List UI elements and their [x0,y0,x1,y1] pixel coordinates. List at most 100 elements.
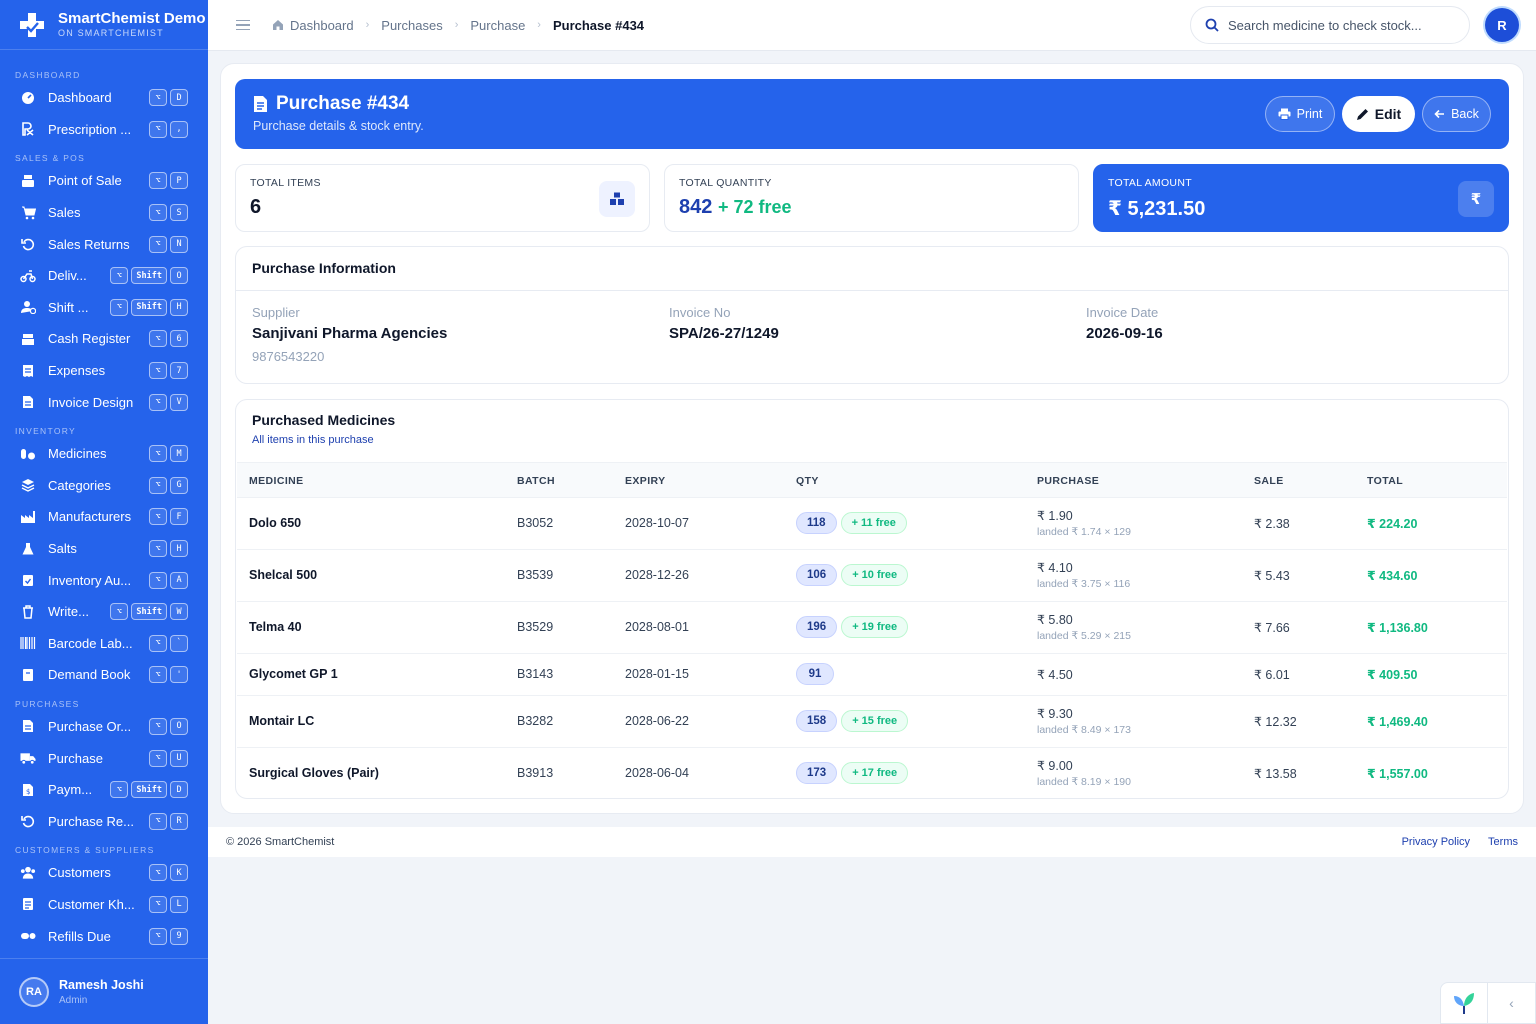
sidebar-item-point-of-sale[interactable]: Point of Sale ⌥ P [0,165,208,197]
sidebar-item-expenses[interactable]: Expenses ⌥ 7 [0,355,208,387]
back-button[interactable]: Back [1422,96,1491,132]
supplier-phone: 9876543220 [252,349,325,364]
expiry-date: 2028-06-22 [625,714,689,728]
flask-icon [20,541,36,557]
sidebar-item-paym[interactable]: $ Paym... ⌥ Shift D [0,774,208,806]
quantity-badge: 118 [796,512,837,534]
shortcut-key: Shift [131,603,167,621]
menu-toggle-icon[interactable] [236,19,250,31]
return-icon [20,236,36,252]
medicine-name: Surgical Gloves (Pair) [249,766,379,780]
privacy-policy-link[interactable]: Privacy Policy [1401,836,1471,848]
column-header-sale: SALE [1254,475,1284,487]
stat-total-quantity: TOTAL QUANTITY 842 + 72 free [664,164,1079,232]
shortcut-key: ⌥ [149,120,167,138]
table-row[interactable]: Glycomet GP 1 B3143 2028-01-15 91 ₹ 4.50… [237,654,1507,696]
sidebar-item-customer-kh[interactable]: Customer Kh... ⌥ L [0,889,208,921]
brand[interactable]: SmartChemist Demo ON SMARTCHEMIST [0,0,208,50]
sidebar-item-purchase-or[interactable]: Purchase Or... ⌥ O [0,711,208,743]
edit-button[interactable]: Edit [1342,96,1415,132]
search-icon [1205,18,1219,32]
shortcut-key: , [170,120,188,138]
row-total: ₹ 1,557.00 [1367,767,1428,781]
free-quantity-badge: + 19 free [841,616,909,638]
breadcrumb-purchase[interactable]: Purchase [470,17,526,33]
sidebar-item-manufacturers[interactable]: Manufacturers ⌥ F [0,501,208,533]
table-row[interactable]: Shelcal 500 B3539 2028-12-26 106 + 10 fr… [237,550,1507,602]
user-name: Ramesh Joshi [59,977,144,992]
shortcut-key: ⌥ [149,634,167,652]
sidebar-item-dashboard[interactable]: Dashboard ⌥ D [0,82,208,114]
sidebar-item-purchase[interactable]: Purchase ⌥ U [0,742,208,774]
search-input[interactable]: Search medicine to check stock... [1190,6,1470,44]
breadcrumb-dashboard[interactable]: Dashboard [272,18,354,33]
brand-subtitle: ON SMARTCHEMIST [58,28,164,38]
sidebar-item-invoice-design[interactable]: Invoice Design ⌥ V [0,386,208,418]
supplier-info: Supplier Sanjivani Pharma Agencies 98765… [252,305,447,364]
sidebar-item-label: Purchase Or... [48,718,132,734]
table-row[interactable]: Telma 40 B3529 2028-08-01 196 + 19 free … [237,602,1507,654]
sale-price: ₹ 2.38 [1254,517,1290,531]
batch-number: B3143 [517,667,554,681]
expiry-date: 2028-10-07 [625,516,689,530]
shortcut-key: S [170,204,188,222]
keyboard-shortcut: ⌥ Shift D [110,781,188,799]
keyboard-shortcut: ⌥ Shift W [110,603,188,621]
sidebar-item-write[interactable]: Write... ⌥ Shift W [0,596,208,628]
shortcut-key: G [170,476,188,494]
sidebar-item-refills-due[interactable]: Refills Due ⌥ 9 [0,920,208,952]
keyboard-shortcut: ⌥ 9 [149,927,188,945]
sidebar-item-label: Salts [48,541,77,557]
purchase-cell: ₹ 4.10 landed ₹ 3.75 × 116 [1037,560,1130,590]
rupee-icon: ₹ [1458,181,1494,217]
purchased-medicines-panel: Purchased Medicines All items in this pu… [235,399,1509,799]
table-row[interactable]: Surgical Gloves (Pair) B3913 2028-06-04 … [237,748,1507,798]
print-button[interactable]: Print [1265,96,1335,132]
table-row[interactable]: Dolo 650 B3052 2028-10-07 118 + 11 free … [237,498,1507,550]
shortcut-key: ⌥ [149,895,167,913]
keyboard-shortcut: ⌥ P [149,172,188,190]
shortcut-key: ' [170,666,188,684]
column-header-expiry: EXPIRY [625,475,666,487]
sidebar-item-salts[interactable]: Salts ⌥ H [0,533,208,565]
sidebar-item-sales-returns[interactable]: Sales Returns ⌥ N [0,228,208,260]
quantity-badge: 173 [796,762,838,784]
sidebar-item-deliv[interactable]: Deliv... ⌥ Shift O [0,260,208,292]
sidebar-item-medicines[interactable]: Medicines ⌥ M [0,438,208,470]
sidebar-item-categories[interactable]: Categories ⌥ G [0,470,208,502]
sidebar-item-shift[interactable]: Shift ... ⌥ Shift H [0,292,208,324]
purchase-cell: ₹ 5.80 landed ₹ 5.29 × 215 [1037,612,1131,642]
row-total: ₹ 1,136.80 [1367,621,1428,635]
sidebar-item-barcode-lab[interactable]: Barcode Lab... ⌥ ` [0,628,208,660]
sidebar-item-cash-register[interactable]: Cash Register ⌥ 6 [0,323,208,355]
supplier-label: Supplier [252,305,300,320]
sidebar-item-demand-book[interactable]: Demand Book ⌥ ' [0,659,208,691]
quantity-badge: 196 [796,616,838,638]
shortcut-key: ⌥ [149,362,167,380]
user-avatar[interactable]: R [1485,8,1519,42]
printer-icon [1278,108,1291,120]
shortcut-key: W [170,603,188,621]
sidebar-user[interactable]: RA Ramesh Joshi Admin [0,958,208,1024]
free-quantity-badge: + 11 free [840,512,907,534]
bike-icon [20,268,36,284]
floating-widget[interactable]: ‹ [1440,982,1536,1024]
sidebar-item-prescription[interactable]: Prescription ... ⌥, [0,114,208,146]
sale-price: ₹ 6.01 [1254,668,1290,682]
chevron-left-icon[interactable]: ‹ [1509,995,1514,1011]
keyboard-shortcut: ⌥ 6 [149,330,188,348]
breadcrumb-purchases[interactable]: Purchases [381,17,443,33]
sidebar-item-sales[interactable]: Sales ⌥ S [0,197,208,229]
sidebar-item-label: Sales [48,205,81,221]
column-header-batch: BATCH [517,475,555,487]
table-row[interactable]: Montair LC B3282 2028-06-22 158 + 15 fre… [237,696,1507,748]
terms-link[interactable]: Terms [1488,836,1518,848]
sidebar-item-customers[interactable]: Customers ⌥ K [0,857,208,889]
expiry-date: 2028-06-04 [625,766,689,780]
stat-label: TOTAL QUANTITY [679,177,772,189]
sidebar-item-inventory-au[interactable]: Inventory Au... ⌥ A [0,564,208,596]
stat-label: TOTAL ITEMS [250,177,321,189]
ledger-icon [20,896,36,912]
sidebar-item-purchase-re[interactable]: Purchase Re... ⌥ R [0,805,208,837]
row-total: ₹ 409.50 [1367,668,1418,682]
